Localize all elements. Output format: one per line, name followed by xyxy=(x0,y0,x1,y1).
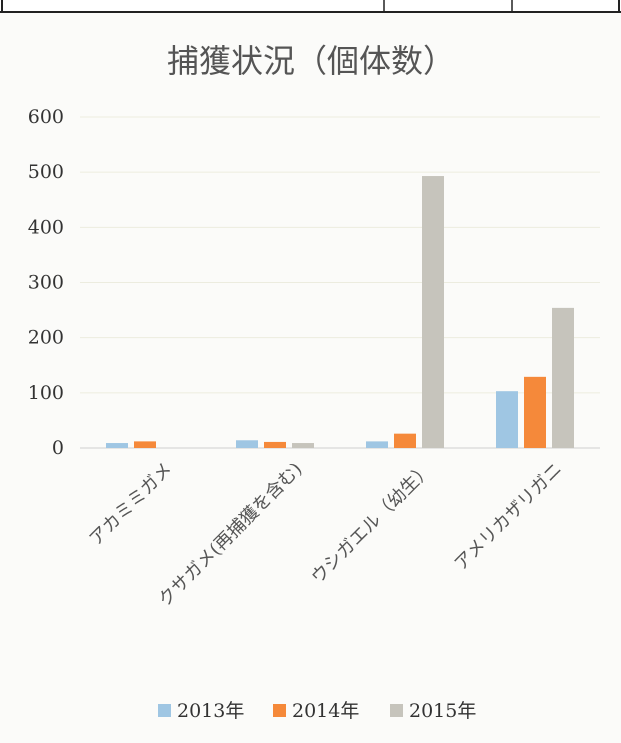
y-tick-label: 600 xyxy=(28,106,64,128)
top-table-fragment xyxy=(0,0,621,13)
gridlines xyxy=(80,116,600,449)
y-tick-label: 0 xyxy=(52,437,64,459)
category-label: アメリカザリガニ xyxy=(450,459,566,575)
legend-label: 2014年 xyxy=(292,700,359,722)
bar-3-3 xyxy=(422,176,444,449)
bars xyxy=(106,176,574,449)
bar-1-1 xyxy=(106,443,128,448)
category-label: アカミミガメ xyxy=(85,459,176,550)
bar-3-2 xyxy=(292,443,314,448)
bar-1-2 xyxy=(236,440,258,448)
bar-2-4 xyxy=(524,376,546,448)
y-tick-label: 400 xyxy=(28,216,64,238)
category-label: ウシガエル（幼生） xyxy=(307,459,436,588)
legend: 2013年 2014年 2015年 xyxy=(158,700,476,722)
y-tick-label: 100 xyxy=(28,382,64,404)
legend-label: 2013年 xyxy=(177,700,244,722)
legend-label: 2015年 xyxy=(409,700,476,722)
y-tick-label: 300 xyxy=(28,272,64,294)
y-axis-ticks: 0 100 200 300 400 500 600 xyxy=(28,106,64,459)
y-tick-label: 200 xyxy=(28,327,64,349)
y-tick-label: 500 xyxy=(28,161,64,183)
legend-swatch xyxy=(158,704,171,717)
bar-2-2 xyxy=(264,441,286,448)
bar-2-3 xyxy=(394,433,416,448)
bar-3-4 xyxy=(552,307,574,448)
bar-1-3 xyxy=(366,441,388,448)
category-label: クサガメ(再捕獲を含む) xyxy=(154,459,306,611)
legend-swatch xyxy=(390,704,403,717)
bar-1-4 xyxy=(496,391,518,448)
legend-swatch xyxy=(273,704,286,717)
chart-title: 捕獲状況（個体数） xyxy=(167,42,455,80)
bar-2-1 xyxy=(134,441,156,448)
